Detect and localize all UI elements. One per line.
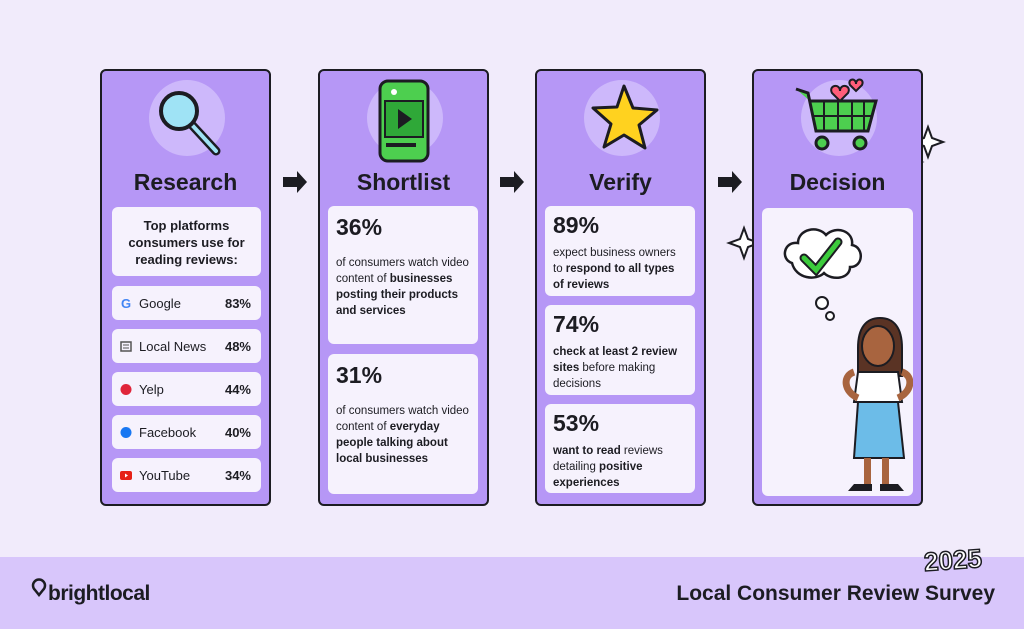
column-title: Shortlist (356, 169, 451, 195)
arrows (283, 171, 742, 193)
platform-name: Google (139, 295, 181, 311)
platform-row: YouTube 34% (112, 458, 261, 492)
platform-value: 34% (224, 467, 251, 483)
platform-value: 40% (224, 424, 251, 440)
platform-row: Yelp 44% (112, 372, 261, 406)
footer-band (0, 557, 1024, 629)
column-icon (795, 78, 878, 156)
stat-text-part: check at least 2 review sites (553, 346, 678, 374)
stat-text: of consumers watch video content of busi… (336, 255, 470, 319)
stat-text-part: of consumers watch video content of (336, 405, 469, 433)
platform-value: 48% (224, 338, 251, 354)
intro-box: Top platforms consumers use for reading … (112, 207, 261, 276)
platform-name: Facebook (139, 424, 197, 440)
platform-value: 83% (224, 295, 251, 311)
column-title: Research (133, 169, 238, 195)
stat-value: 53% (553, 410, 600, 436)
stat-text: of consumers watch video content of ever… (336, 403, 470, 467)
platform-name: Local News (139, 338, 207, 354)
platform-name: Yelp (139, 381, 164, 397)
column-title: Decision (789, 169, 886, 195)
brand: brightlocal (48, 582, 150, 605)
platform-row: G Google 83% (112, 286, 261, 320)
platform-icon (120, 426, 132, 438)
svg-text:G: G (121, 297, 131, 310)
decision-box (762, 208, 913, 496)
stat-text-part: before making decisions (553, 362, 656, 390)
stat-text-part: expect business owners to (553, 247, 676, 275)
stat-text: want to read reviews detailing positive … (553, 443, 687, 491)
stat-value: 89% (553, 212, 600, 238)
stat-box: 53% want to read reviews detailing positi… (545, 404, 695, 493)
stat-text-part: want to read (553, 445, 621, 457)
platform-icon: G (121, 297, 131, 310)
stat-value: 31% (336, 362, 383, 388)
column-icon (367, 79, 443, 163)
stat-text-part: everyday people talking about local busi… (336, 421, 448, 465)
brand-logo (31, 578, 47, 598)
stat-text: check at least 2 review sites before mak… (553, 344, 687, 392)
stat-value: 36% (336, 214, 383, 240)
platform-icon (120, 340, 132, 352)
platform-row: Facebook 40% (112, 415, 261, 449)
platform-name: YouTube (139, 467, 191, 483)
stat-value: 74% (553, 311, 600, 337)
stat-box: 31% of consumers watch video content of e… (328, 354, 478, 494)
year-badge: 2025 (922, 542, 983, 577)
column-icon (584, 80, 660, 156)
decision-illustration (783, 228, 913, 491)
platform-icon (120, 470, 132, 480)
stat-box: 74% check at least 2 review sites before … (545, 305, 695, 395)
platform-row: Local News 48% (112, 329, 261, 363)
stat-box: 36% of consumers watch video content of b… (328, 206, 478, 344)
column-title: Verify (589, 169, 652, 195)
stat-text: expect business owners to respond to all… (553, 245, 687, 293)
stat-box: 89% expect business owners to respond to … (545, 206, 695, 296)
stat-text-part: reviews detailing (553, 445, 663, 473)
intro-text: Top platforms consumers use for reading … (128, 218, 245, 267)
survey-title: Local Consumer Review Survey (676, 582, 995, 605)
stat-text-part: respond to all types of reviews (553, 263, 675, 291)
stat-text-part: of consumers watch video content of (336, 257, 469, 285)
column-icon (149, 80, 225, 156)
stat-text-part: positive experiences (553, 461, 643, 489)
stat-text-part: businesses posting their products and se… (336, 273, 459, 317)
platform-icon (120, 383, 132, 395)
platform-value: 44% (224, 381, 251, 397)
